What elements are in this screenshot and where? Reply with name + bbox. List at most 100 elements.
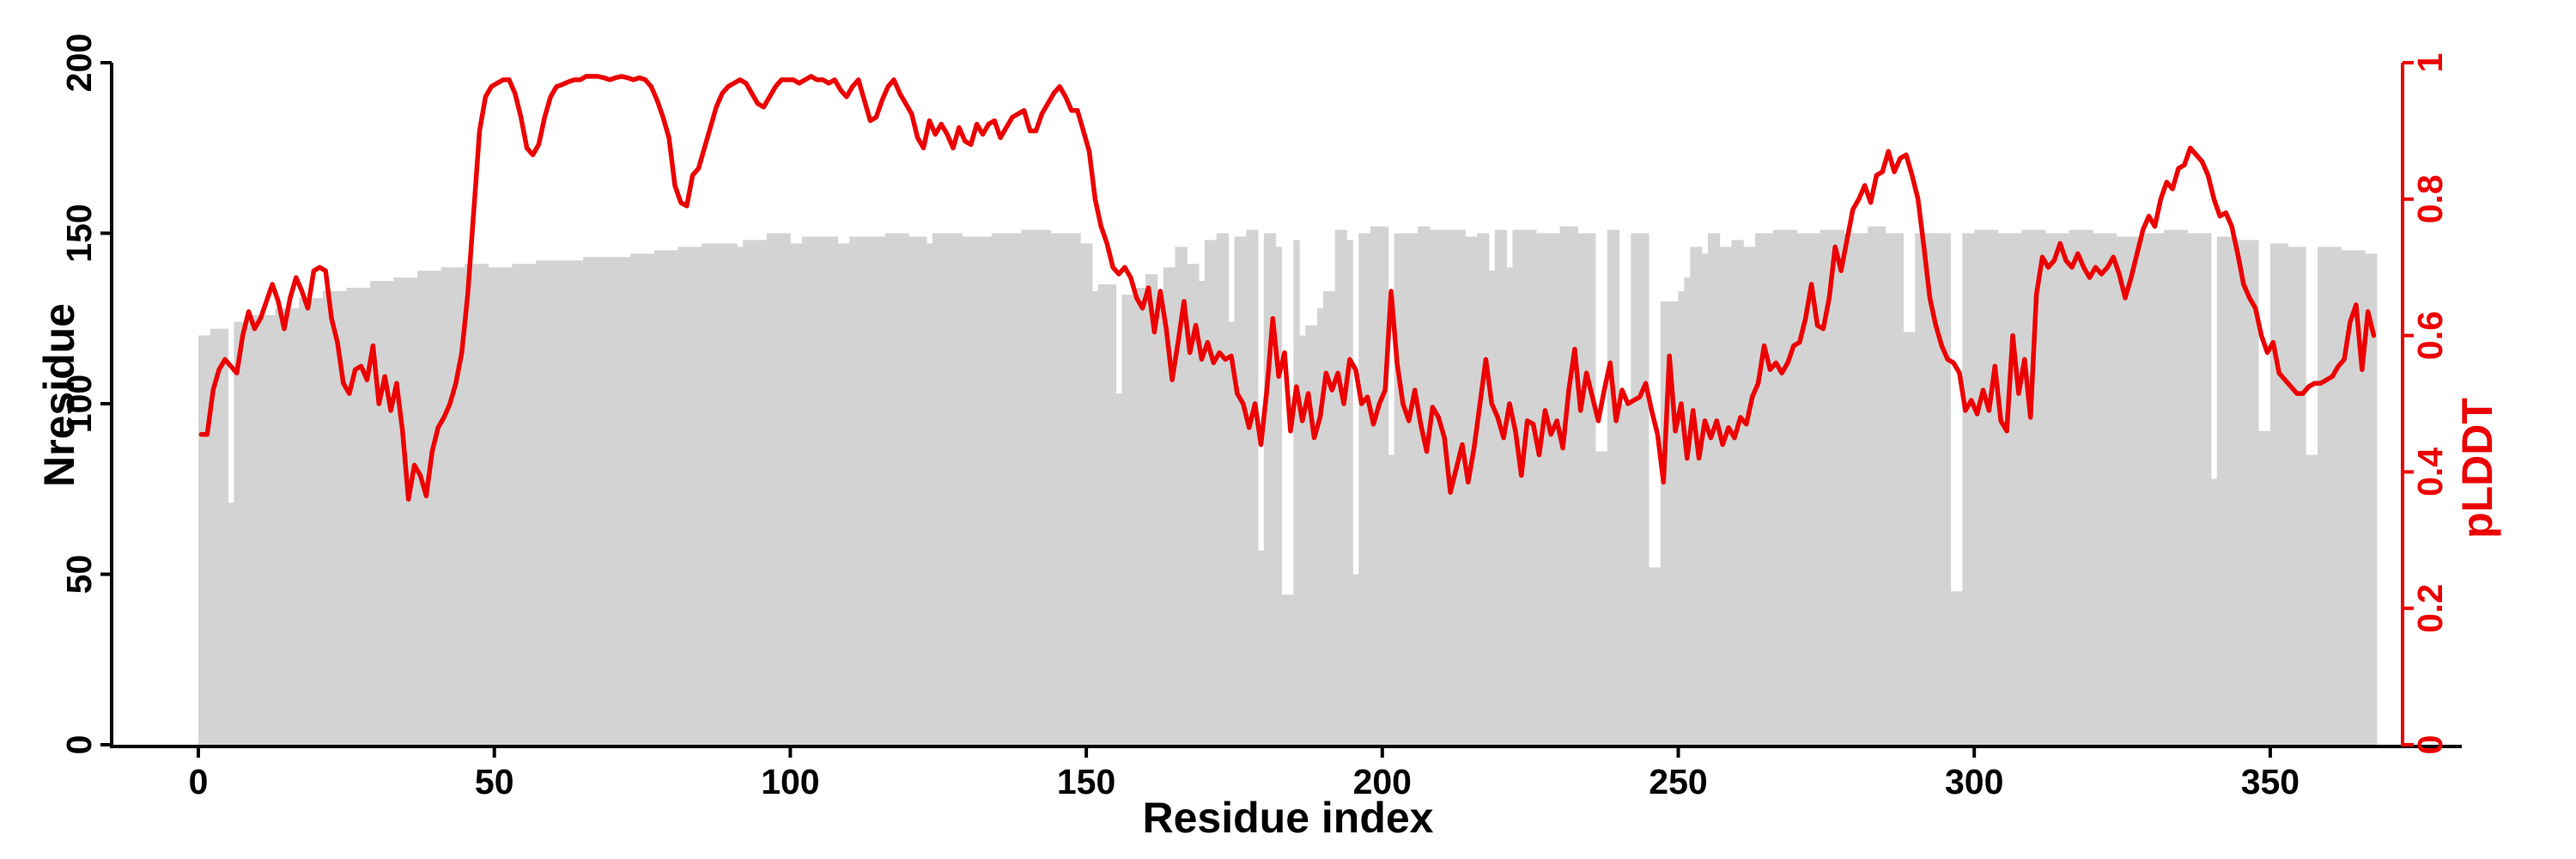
nresidue-bar bbox=[2359, 250, 2366, 746]
nresidue-bar bbox=[2312, 454, 2318, 746]
nresidue-bar bbox=[985, 236, 993, 746]
nresidue-bar bbox=[583, 257, 590, 746]
nresidue-bar bbox=[749, 240, 756, 746]
nresidue-bar bbox=[269, 314, 276, 746]
nresidue-bar bbox=[1169, 267, 1176, 746]
nresidue-bar bbox=[926, 243, 933, 746]
nresidue-bar bbox=[1163, 267, 1170, 746]
nresidue-bar bbox=[1666, 301, 1674, 746]
nresidue-bar bbox=[488, 267, 495, 746]
nresidue-bar bbox=[831, 236, 838, 746]
nresidue-bar bbox=[594, 257, 602, 746]
nresidue-bar bbox=[322, 290, 330, 746]
nresidue-bar bbox=[1649, 567, 1656, 746]
nresidue-bar bbox=[1299, 335, 1306, 746]
nresidue-bar bbox=[287, 308, 294, 746]
nresidue-bar bbox=[1199, 281, 1206, 746]
nresidue-bar bbox=[1033, 229, 1040, 746]
nresidue-bar bbox=[2306, 454, 2312, 746]
nresidue-bar bbox=[275, 308, 282, 746]
nresidue-bar bbox=[790, 243, 797, 746]
nresidue-bar bbox=[1311, 325, 1318, 746]
nresidue-bar bbox=[908, 236, 915, 746]
nresidue-bar bbox=[1571, 226, 1578, 746]
nresidue-bar bbox=[2216, 236, 2224, 746]
nresidue-bar bbox=[1719, 247, 1727, 746]
nresidue-bar bbox=[606, 257, 614, 746]
nresidue-bar bbox=[1103, 284, 1111, 746]
nresidue-bar bbox=[707, 243, 714, 746]
nresidue-bar bbox=[2264, 430, 2271, 746]
nresidue-bar bbox=[701, 243, 708, 746]
nresidue-bar bbox=[2116, 236, 2123, 746]
nresidue-bar bbox=[1091, 290, 1099, 746]
y-right-tick-label: 0.6 bbox=[2410, 311, 2450, 360]
nresidue-bar bbox=[216, 328, 223, 746]
nresidue-bar bbox=[1868, 226, 1874, 746]
nresidue-bar bbox=[1731, 240, 1738, 746]
nresidue-bar bbox=[843, 243, 850, 746]
y-left-tick-label: 150 bbox=[59, 204, 99, 262]
nresidue-bar bbox=[956, 233, 963, 746]
nresidue-bar bbox=[1287, 594, 1294, 746]
nresidue-bar bbox=[1382, 226, 1389, 746]
nresidue-bar bbox=[1678, 290, 1685, 746]
nresidue-bar bbox=[1879, 226, 1886, 746]
y-right-tick-label: 0.4 bbox=[2410, 448, 2450, 497]
nresidue-bar bbox=[405, 277, 412, 746]
nresidue-bar bbox=[1547, 233, 1555, 746]
nresidue-bar bbox=[2210, 478, 2218, 746]
nresidue-bar bbox=[962, 236, 969, 746]
nresidue-bar bbox=[1459, 229, 1466, 746]
nresidue-bar bbox=[210, 328, 217, 746]
nresidue-bar bbox=[766, 233, 774, 746]
nresidue-bar bbox=[1269, 233, 1277, 746]
nresidue-bar bbox=[683, 247, 690, 746]
nresidue-bar bbox=[2222, 236, 2230, 746]
nresidue-bar bbox=[471, 264, 477, 746]
x-tick-label: 250 bbox=[1649, 762, 1707, 801]
nresidue-bar bbox=[1483, 233, 1490, 746]
nresidue-bar bbox=[428, 271, 436, 746]
nresidue-bar bbox=[600, 257, 608, 746]
nresidue-bar bbox=[1471, 236, 1478, 746]
nresidue-bar bbox=[1938, 233, 1946, 746]
nresidue-bar bbox=[1707, 233, 1715, 746]
nresidue-bar bbox=[630, 253, 637, 746]
nresidue-bar bbox=[352, 288, 359, 746]
nresidue-bar bbox=[1056, 233, 1063, 746]
nresidue-bar bbox=[1305, 325, 1312, 746]
nresidue-bar bbox=[1086, 243, 1093, 746]
nresidue-bar bbox=[1115, 393, 1122, 746]
nresidue-bar bbox=[2341, 250, 2348, 746]
bars-layer bbox=[198, 226, 2378, 746]
nresidue-bar bbox=[2110, 233, 2117, 746]
nresidue-bar bbox=[1589, 233, 1596, 746]
nresidue-bar bbox=[1500, 229, 1508, 746]
nresidue-bar bbox=[500, 267, 507, 746]
nresidue-bar bbox=[1553, 233, 1561, 746]
nresidue-bar bbox=[2069, 229, 2075, 746]
nresidue-bar bbox=[1672, 301, 1679, 746]
nresidue-bar bbox=[932, 233, 939, 746]
nresidue-bar bbox=[263, 314, 270, 746]
nresidue-bar bbox=[1802, 233, 1809, 746]
nresidue-bar bbox=[1725, 247, 1732, 746]
nresidue-bar bbox=[737, 247, 744, 746]
nresidue-bar bbox=[2365, 253, 2372, 746]
x-tick-label: 200 bbox=[1353, 762, 1412, 801]
nresidue-bar bbox=[204, 335, 211, 746]
nresidue-bar bbox=[677, 247, 684, 746]
nresidue-bar bbox=[808, 236, 815, 746]
nresidue-bar bbox=[2152, 233, 2159, 746]
nresidue-bar bbox=[2075, 229, 2081, 746]
y-right-tick-label: 1 bbox=[2410, 53, 2450, 73]
nresidue-bar bbox=[2163, 229, 2171, 746]
plddt-line bbox=[198, 74, 2377, 502]
nresidue-bar bbox=[2240, 240, 2247, 746]
nresidue-bar bbox=[2269, 243, 2277, 746]
nresidue-bar bbox=[1424, 226, 1431, 746]
nresidue-bar bbox=[1429, 229, 1437, 746]
nresidue-bar bbox=[659, 250, 667, 746]
